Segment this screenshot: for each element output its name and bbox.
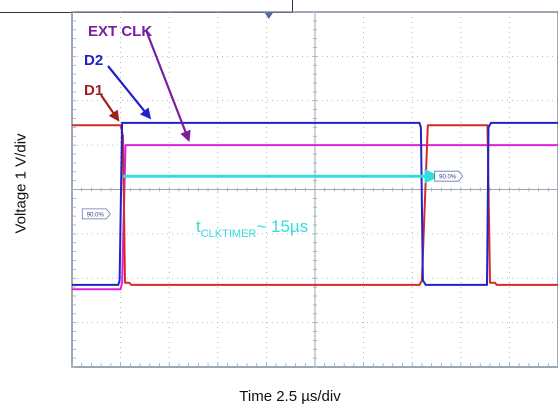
traces — [72, 121, 558, 291]
callout-d2: D2 — [84, 52, 103, 69]
marker-left: 90.0% — [81, 208, 111, 220]
marker-right: 90.0% — [434, 170, 464, 182]
x-axis-label: Time 2.5 µs/div — [239, 388, 341, 405]
callout-d1: D1 — [84, 82, 103, 99]
measurement-label: tCLKTIMER~ 15µs — [196, 217, 308, 240]
callout-arrow — [100, 94, 120, 122]
trace-ext-clk — [72, 144, 558, 291]
y-axis-label: Voltage 1 V/div — [12, 133, 30, 234]
trace-d2 — [72, 121, 558, 286]
trigger-position-icon — [264, 13, 273, 19]
annotations: tCLKTIMER~ 15µs 90.0% 90.0% EXT CLK D2 D1 — [81, 23, 464, 240]
callout-arrow — [144, 29, 191, 142]
marker-text: 90.0% — [439, 175, 457, 181]
callout-arrow — [107, 65, 152, 120]
marker-text: 90.0% — [87, 212, 105, 218]
grid — [71, 11, 558, 368]
callout-ext-clk: EXT CLK — [88, 23, 152, 40]
